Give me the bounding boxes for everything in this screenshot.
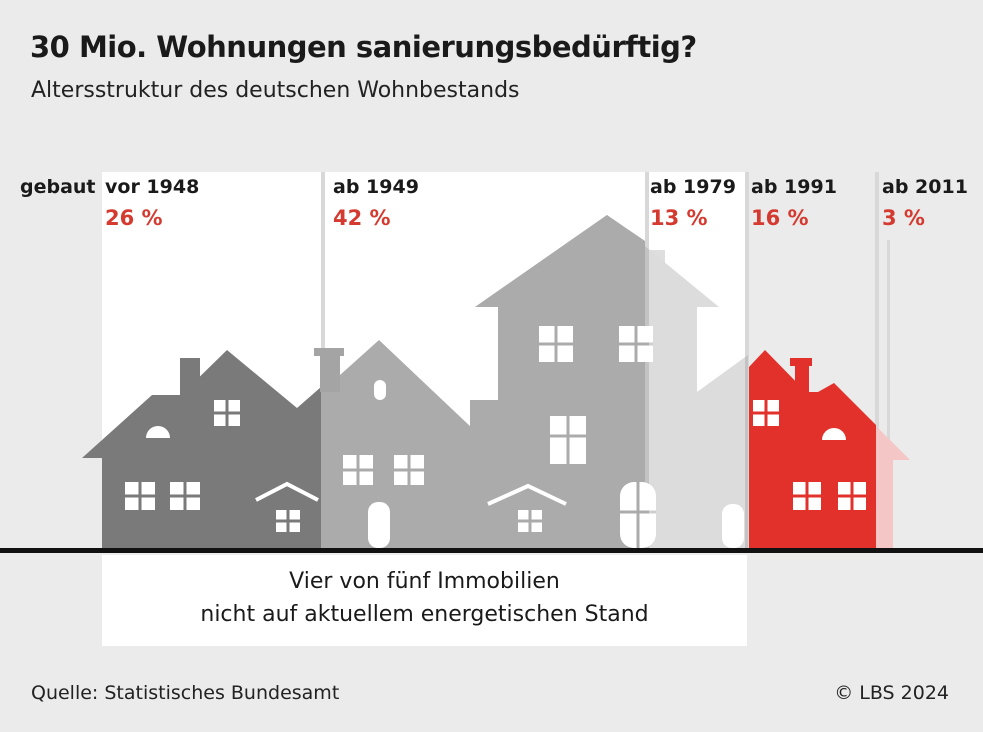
- house-1948-round-window: [146, 426, 170, 438]
- ground-line: [0, 548, 983, 553]
- divider-2011-b: [887, 240, 890, 550]
- house-1949-chimney-stack: [320, 352, 340, 392]
- category-label-ab-2011: ab 2011: [882, 176, 968, 198]
- house-ab-1949: [314, 340, 567, 548]
- divider-2011: [875, 172, 879, 550]
- house-1948-porch: [255, 481, 319, 502]
- segment-1979-overlay: [649, 172, 745, 550]
- chart-note-line-1: Vier von fünf Immobilien: [289, 569, 560, 594]
- chart-note-line-2: nicht auf aktuellem energetischen Stand: [200, 602, 649, 627]
- value-label-ab-1991: 16 %: [751, 206, 809, 230]
- house-1949-attic-window: [374, 380, 386, 400]
- category-label-ab-1991: ab 1991: [751, 176, 837, 198]
- house-ab-1991: [749, 350, 876, 548]
- copyright-label: © LBS 2024: [834, 682, 949, 704]
- house-1949-porch: [487, 483, 567, 506]
- value-label-ab-2011: 3 %: [882, 206, 925, 230]
- house-big: [475, 215, 748, 548]
- value-label-ab-1949: 42 %: [333, 206, 391, 230]
- chart-note: Vier von fünf Immobilien nicht auf aktue…: [102, 565, 747, 631]
- panel-note: [102, 555, 747, 646]
- source-label: Quelle: Statistisches Bundesamt: [31, 682, 340, 704]
- house-big-body-left: [475, 215, 645, 548]
- category-label-ab-1979: ab 1979: [650, 176, 736, 198]
- house-1949-body: [321, 340, 472, 548]
- chart-title: 30 Mio. Wohnungen sanierungsbedürftig?: [30, 30, 697, 64]
- house-1991-round-window: [822, 428, 846, 440]
- category-label-vor-1948: vor 1948: [105, 176, 200, 198]
- category-label-ab-1949: ab 1949: [333, 176, 419, 198]
- value-label-ab-1979: 13 %: [650, 206, 708, 230]
- chart-subtitle: Altersstruktur des deutschen Wohnbestand…: [31, 78, 520, 103]
- house-1949-annex: [470, 400, 498, 548]
- house-big-door-right: [722, 504, 744, 548]
- house-vor-1948: [82, 350, 321, 548]
- value-label-vor-1948: 26 %: [105, 206, 163, 230]
- house-1949-door: [368, 502, 390, 548]
- house-1991-body: [749, 350, 876, 548]
- row-label-gebaut: gebaut: [20, 176, 96, 198]
